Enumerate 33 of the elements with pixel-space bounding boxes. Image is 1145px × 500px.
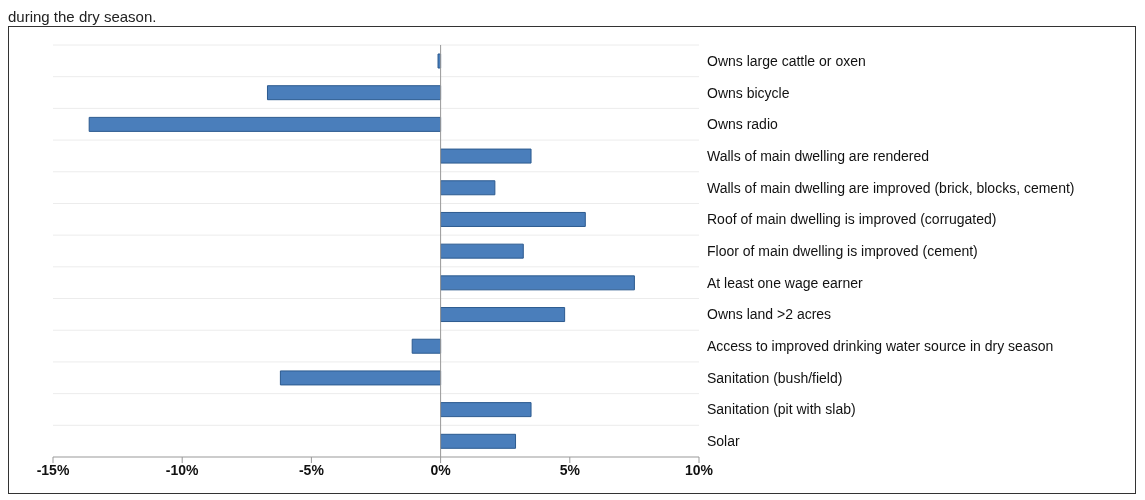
- bar: [440, 180, 496, 196]
- y-tick-label: Sanitation (bush/field): [707, 369, 843, 386]
- y-tick-label: Walls of main dwelling are rendered: [707, 147, 930, 164]
- x-tick-label: -5%: [298, 461, 325, 478]
- y-tick-label: Owns bicycle: [707, 84, 790, 101]
- bar: [440, 148, 532, 164]
- bar: [440, 307, 566, 323]
- bar: [266, 85, 442, 101]
- bar: [440, 211, 586, 227]
- y-tick-label: Owns large cattle or oxen: [707, 52, 866, 69]
- y-tick-label: Roof of main dwelling is improved (corrugated): [707, 211, 997, 228]
- bar: [440, 433, 517, 449]
- x-tick-label: 10%: [684, 461, 714, 478]
- x-tick-label: -10%: [165, 461, 200, 478]
- y-tick-label: Sanitation (pit with slab): [707, 401, 856, 418]
- bar: [440, 243, 524, 259]
- y-tick-label: Owns radio: [707, 116, 779, 133]
- bar: [279, 370, 442, 386]
- bar: [88, 116, 442, 132]
- y-tick-label: Floor of main dwelling is improved (cement): [707, 242, 978, 259]
- y-tick-label: Solar: [707, 433, 741, 450]
- bar: [437, 53, 442, 69]
- y-tick-label: Walls of main dwelling are improved (brick, blocks, cement): [707, 179, 1075, 196]
- x-tick-label: -15%: [36, 461, 70, 478]
- y-tick-label: At least one wage earner: [707, 274, 863, 291]
- y-tick-label: Access to improved drinking water source in dry season: [707, 338, 1054, 355]
- y-tick-label: Owns land >2 acres: [707, 306, 832, 323]
- x-tick-label: 5%: [559, 461, 581, 478]
- bar: [440, 275, 635, 291]
- bar: [411, 338, 442, 354]
- bar: [440, 402, 532, 418]
- text: during the dry season.: [8, 8, 158, 26]
- x-tick-label: 0%: [430, 461, 452, 478]
